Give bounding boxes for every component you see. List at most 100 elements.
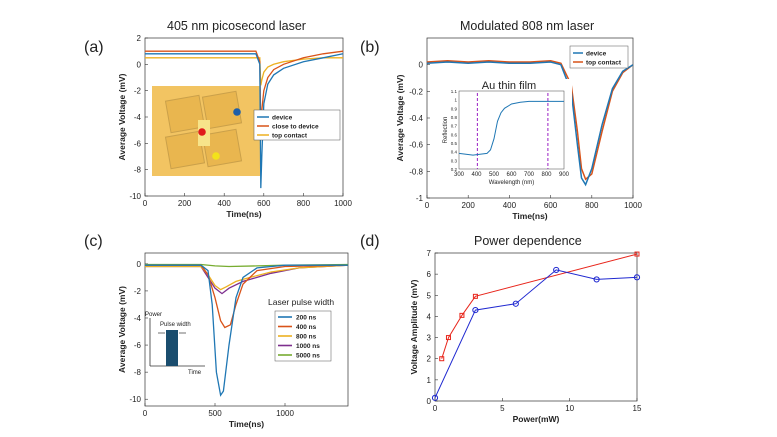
inset-reflection: Au thin film 300 400 500 600 700 800 900 0.2 0.3 0… (441, 79, 572, 191)
inset-y-tick-label: 0.8 (451, 115, 458, 120)
inset-reflection-curve (458, 100, 564, 156)
panel-title-a: 405 nm picosecond laser (167, 19, 306, 33)
x-axis-label-d: Power(mW) (513, 414, 560, 424)
y-tick-label-c: -4 (134, 314, 142, 323)
series-line-1000-ns (145, 264, 349, 295)
data-point-blue (512, 300, 519, 307)
y-tick-label-d: 1 (427, 376, 432, 385)
y-tick-label-a: -4 (134, 113, 142, 122)
measurement-spot-blue (233, 108, 241, 116)
panel-label-b: (b) (360, 39, 380, 56)
y-axis-label-a: Average Voltage (mV) (117, 73, 127, 160)
y-tick-label-b: -0.2 (409, 87, 423, 96)
electrode-pad (164, 130, 206, 170)
y-axis-label-d: Voltage Amplitude (mV) (409, 279, 419, 374)
chart-b: 0 200 400 600 800 1000 -1 -0.8 -0.6 -0.4 -0.2 0 Time… (395, 37, 642, 221)
y-tick-label-a: 0 (137, 60, 142, 69)
x-tick-label-b: 0 (425, 201, 430, 210)
y-tick-label-c: -10 (129, 395, 141, 404)
legend-label-close-to-device: close to device (272, 124, 319, 131)
y-tick-label-b: -0.6 (409, 141, 423, 150)
x-tick-label-a: 800 (297, 199, 311, 208)
inset-device-photo (152, 86, 260, 176)
legend-label-5000-ns: 5000 ns (296, 353, 320, 360)
electrode-pad (201, 128, 243, 168)
y-tick-label-d: 7 (427, 249, 432, 258)
data-point-red (445, 335, 451, 341)
x-tick-label-d: 0 (433, 404, 438, 413)
legend-label-device: device (586, 51, 607, 58)
data-point-blue (553, 266, 560, 274)
panel-title-d: Power dependence (474, 234, 582, 248)
y-tick-label-c: -8 (134, 368, 142, 377)
x-tick-label-b: 400 (503, 201, 517, 210)
inset-x-tick-label: 300 (454, 172, 465, 178)
inset-pulse-label: Pulse width (160, 322, 191, 328)
legend-label-top-contact: top contact (272, 133, 308, 140)
legend-box-b (569, 45, 629, 69)
y-tick-label-c: -2 (134, 287, 142, 296)
inset-y-tick-label: 1.1 (451, 89, 458, 94)
y-tick-label-a: -10 (129, 192, 141, 201)
x-tick-label-d: 15 (633, 404, 642, 413)
y-tick-label-a: -8 (134, 166, 142, 175)
series-line-blue (434, 269, 638, 399)
y-tick-label-d: 6 (427, 270, 432, 279)
series-line-close-to-device (145, 50, 344, 128)
legend-label-device: device (272, 115, 293, 122)
inset-y-tick-label: 0.7 (451, 124, 458, 129)
inset-pulse-diagram: Power Pulse width Time (145, 312, 205, 376)
data-point-blue (472, 306, 479, 314)
x-tick-label-c: 0 (143, 409, 148, 418)
electrode-pad (201, 90, 243, 130)
x-tick-label-a: 0 (143, 199, 148, 208)
y-tick-label-d: 3 (427, 334, 432, 343)
data-point-red (472, 293, 478, 299)
inset-x-tick-label: 400 (471, 172, 482, 178)
data-point-blue (593, 276, 600, 283)
x-tick-label-c: 500 (208, 409, 222, 418)
panel-label-a: (a) (84, 39, 104, 56)
legend-label-800-ns: 800 ns (296, 334, 317, 341)
x-tick-label-a: 600 (257, 199, 271, 208)
y-tick-label-c: 0 (137, 260, 142, 269)
legend-label-top-contact: top contact (586, 60, 622, 67)
inset-pulse-shape (166, 330, 178, 366)
data-point-red (634, 251, 640, 257)
y-tick-label-a: -2 (134, 87, 142, 96)
x-axis-label-c: Time(ns) (229, 419, 264, 429)
plot-area-d (434, 252, 638, 402)
legend-label-200-ns: 200 ns (296, 315, 317, 322)
inset-x-tick-label: 500 (489, 172, 500, 178)
y-tick-label-a: 2 (137, 34, 142, 43)
x-tick-label-b: 1000 (624, 201, 642, 210)
measurement-spot-red (198, 128, 206, 136)
legend-title-c: Laser pulse width (268, 297, 334, 307)
data-point-red (439, 356, 445, 362)
inset-pulse-xlabel: Time (188, 370, 202, 376)
inset-x-axis-label: Wavelength (nm) (489, 180, 534, 186)
series-line-200-ns (145, 264, 348, 397)
inset-y-tick-label: 0.5 (451, 141, 458, 146)
legend-label-400-ns: 400 ns (296, 324, 317, 331)
measurement-spot-yellow (212, 152, 220, 160)
inset-y-tick-label: 0.4 (451, 150, 458, 155)
inset-y-tick-label: 0.9 (451, 106, 458, 111)
x-tick-label-b: 800 (585, 201, 599, 210)
y-tick-label-d: 2 (427, 355, 432, 364)
inset-x-tick-label: 700 (524, 172, 535, 178)
inset-x-tick-label: 900 (559, 172, 570, 178)
panel-label-d: (d) (360, 233, 380, 250)
y-tick-label-d: 0 (427, 397, 432, 406)
x-tick-label-c: 1000 (276, 409, 294, 418)
y-tick-label-d: 5 (427, 291, 432, 300)
inset-y-tick-label: 0.6 (451, 132, 458, 137)
x-tick-label-d: 5 (500, 404, 505, 413)
inset-x-tick-label: 800 (541, 172, 552, 178)
data-point-blue (431, 394, 439, 401)
panel-title-b: Modulated 808 nm laser (460, 19, 594, 33)
y-tick-label-b: -0.4 (409, 114, 423, 123)
y-tick-label-c: -6 (134, 341, 142, 350)
x-tick-label-d: 10 (565, 404, 574, 413)
